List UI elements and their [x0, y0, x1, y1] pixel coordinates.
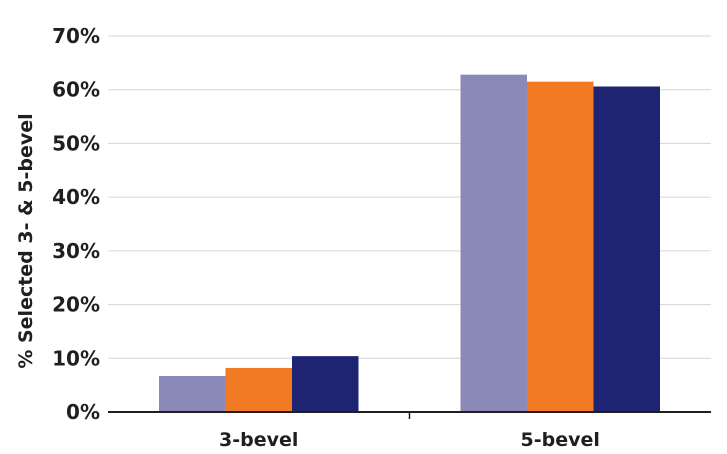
- bar-5-bevel-series-3: [593, 86, 660, 413]
- y-tick-label: 20%: [52, 293, 100, 317]
- y-tick-labels: 0% 10% 20% 30% 40% 50% 60% 70%: [52, 24, 100, 424]
- x-tick-labels: 3-bevel 5-bevel: [219, 429, 600, 451]
- x-tick-label: 3-bevel: [219, 429, 298, 451]
- y-tick-label: 40%: [52, 185, 100, 209]
- bar-3-bevel-series-1: [159, 376, 226, 412]
- bar-5-bevel-series-2: [527, 81, 594, 413]
- bar-3-bevel-series-3: [292, 356, 359, 412]
- y-tick-label: 10%: [52, 346, 100, 370]
- bar-3-bevel-series-2: [225, 367, 292, 412]
- y-tick-label: 50%: [52, 131, 100, 155]
- y-tick-label: 30%: [52, 239, 100, 263]
- y-tick-label: 0%: [66, 400, 100, 424]
- x-axis: [108, 411, 711, 419]
- bar-5-bevel-series-1: [460, 74, 527, 412]
- y-axis-title: % Selected 3- & 5-bevel: [15, 113, 37, 368]
- y-tick-label: 60%: [52, 78, 100, 102]
- gridlines: [108, 35, 711, 359]
- bars: [159, 74, 660, 413]
- y-tick-label: 70%: [52, 24, 100, 48]
- x-tick-label: 5-bevel: [521, 429, 600, 451]
